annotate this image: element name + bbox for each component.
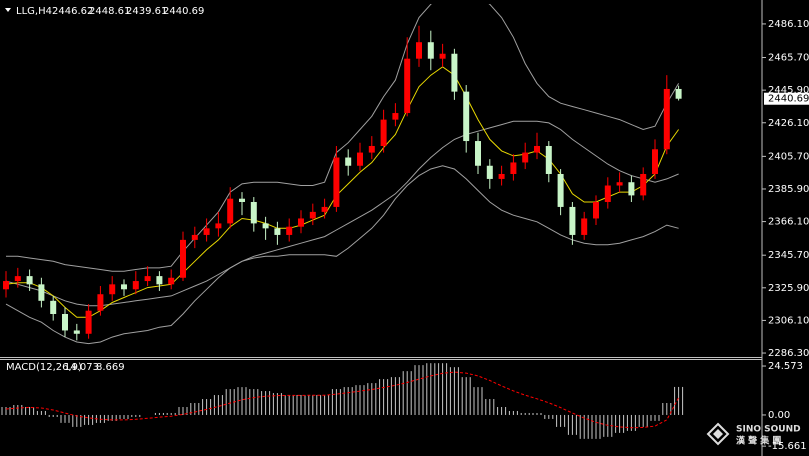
- ohlc-value: 2446.62: [52, 6, 93, 17]
- candle-body: [333, 157, 340, 207]
- watermark-name: 漢 聲 集 團: [736, 435, 781, 447]
- ohlc-value: 2448.61: [89, 6, 130, 17]
- y-tick-label: 2306.10: [768, 315, 809, 326]
- watermark: SINO SOUND 漢 聲 集 團: [706, 422, 801, 447]
- candle-body: [14, 276, 21, 282]
- candle-body: [522, 152, 529, 163]
- candle-body: [652, 149, 658, 174]
- candle-body: [439, 53, 446, 59]
- candle-body: [345, 157, 352, 166]
- candle-body: [144, 276, 151, 282]
- signal-line: [5, 371, 680, 429]
- candle-body: [286, 226, 293, 235]
- candle-body: [510, 162, 517, 174]
- candle-body: [97, 294, 104, 311]
- candle-body: [451, 53, 458, 92]
- y-tick-label: 2445.90: [768, 85, 809, 96]
- candle-body: [168, 277, 175, 285]
- candle-body: [239, 198, 245, 202]
- candle-body: [191, 234, 198, 240]
- candle-body: [663, 88, 670, 150]
- candle-body: [26, 276, 33, 285]
- y-tick-label: 2465.70: [768, 53, 809, 64]
- candle-body: [109, 284, 116, 295]
- watermark-brand: SINO SOUND: [736, 425, 801, 435]
- candle-body: [73, 330, 80, 334]
- indicator-line: [5, 165, 679, 345]
- candle-body: [593, 201, 599, 219]
- y-tick-label: 0.00: [768, 410, 790, 421]
- chart-title: LLG,H4: [16, 6, 52, 17]
- candle-body: [475, 141, 481, 166]
- candle-body: [132, 281, 139, 290]
- candle-body: [262, 223, 269, 229]
- candle-body: [616, 182, 623, 186]
- macd-value: 14.073: [64, 362, 99, 373]
- candle-body: [227, 198, 234, 224]
- candle-body: [357, 152, 363, 166]
- candle-body: [215, 223, 222, 229]
- y-tick-label: 2325.90: [768, 283, 809, 294]
- candle-body: [675, 88, 682, 99]
- candle-body: [368, 145, 375, 153]
- plot-area: [1, 363, 684, 439]
- logo: [713, 429, 723, 439]
- signal-value: 8.669: [96, 362, 125, 373]
- candle-body: [416, 42, 422, 59]
- y-tick-label: 2426.10: [768, 118, 809, 129]
- y-tick-label: 2405.70: [768, 151, 809, 162]
- ohlc-value: 2440.69: [163, 6, 204, 17]
- indicator-line: [6, 4, 680, 272]
- candle-body: [463, 91, 470, 142]
- candle-body: [309, 211, 316, 219]
- candle-body: [38, 284, 45, 301]
- y-tick-label: 2366.10: [768, 217, 809, 228]
- candle-body: [298, 218, 304, 227]
- candle-body: [404, 58, 411, 114]
- candle-body: [604, 185, 611, 202]
- y-tick-label: 24.573: [768, 361, 803, 372]
- y-tick-label: -15.661: [768, 441, 807, 452]
- candle-body: [85, 310, 92, 334]
- candle-body: [557, 173, 564, 207]
- indicator-title: MACD(12,26,9): [6, 362, 82, 373]
- ohlc-value: 2439.61: [126, 6, 167, 17]
- candle-body: [62, 313, 68, 331]
- candle-body: [250, 201, 257, 224]
- candle-body: [203, 228, 210, 235]
- candle-body: [640, 173, 647, 196]
- y-tick-label: 2385.90: [768, 184, 809, 195]
- candle-body: [50, 300, 57, 314]
- candle-body: [392, 113, 399, 120]
- candle-body: [498, 173, 505, 179]
- y-tick-label: 2486.10: [768, 19, 809, 30]
- menu-icon: [5, 8, 11, 12]
- current-price: 2440.69: [768, 94, 809, 105]
- candle-body: [534, 145, 540, 153]
- candle-body: [180, 239, 186, 278]
- candle-body: [3, 281, 9, 290]
- indicator-line: [5, 120, 679, 307]
- candle-body: [569, 206, 576, 235]
- candle-body: [121, 284, 127, 290]
- price-box: [764, 92, 809, 105]
- candle-body: [581, 218, 588, 235]
- plot-area: [3, 4, 682, 345]
- y-tick-label: 2345.70: [768, 250, 809, 261]
- candle-body: [486, 165, 493, 179]
- logo: [706, 422, 730, 446]
- candle-body: [427, 42, 434, 59]
- candle-body: [380, 119, 387, 146]
- y-tick-label: 2286.30: [768, 348, 809, 359]
- indicator-line: [5, 66, 680, 318]
- candle-body: [628, 182, 635, 196]
- candle-body: [321, 206, 328, 212]
- candle-body: [545, 145, 552, 174]
- candle-body: [156, 276, 163, 285]
- candle-body: [274, 228, 281, 235]
